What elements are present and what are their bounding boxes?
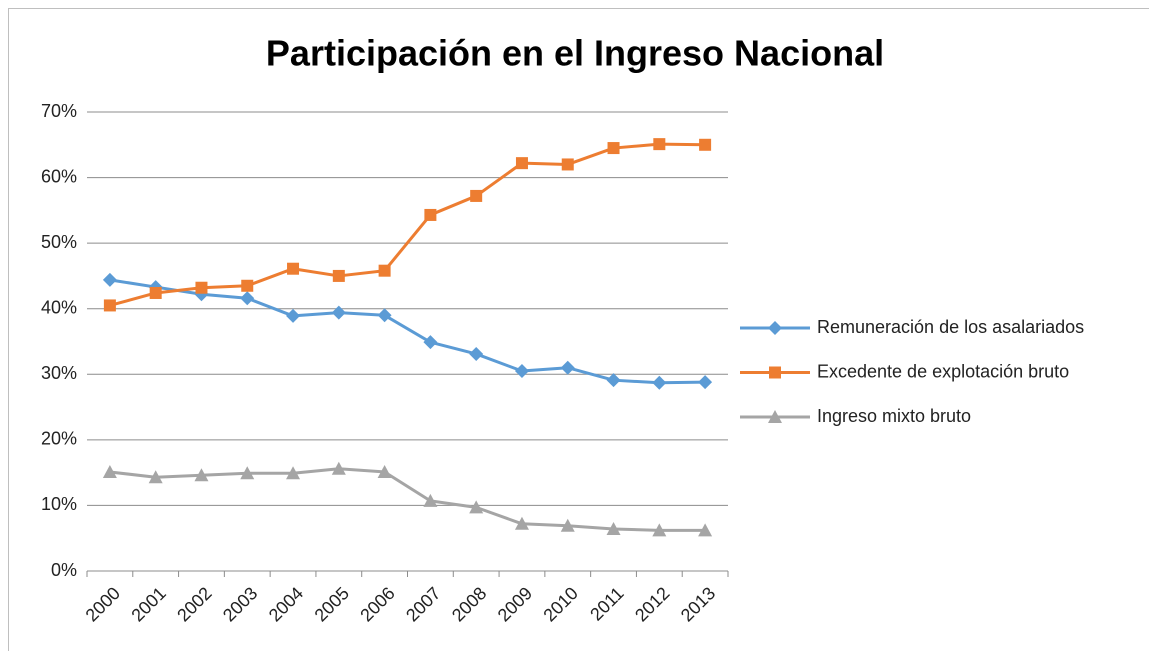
chart-title: Participación en el Ingreso Nacional [266,33,884,74]
legend-label: Remuneración de los asalariados [817,317,1084,337]
marker [606,373,621,388]
marker [560,518,575,532]
marker [514,516,529,530]
marker [652,523,667,537]
marker [103,299,116,312]
y-tick-label: 60% [41,166,77,186]
marker [195,281,208,294]
marker [515,157,528,170]
marker [607,142,620,155]
marker [470,189,483,202]
legend-label: Ingreso mixto bruto [817,406,971,426]
marker [514,364,529,379]
marker [194,468,209,482]
marker [423,493,438,507]
marker [102,464,117,478]
y-tick-label: 70% [41,101,77,121]
marker [332,269,345,282]
marker [286,308,301,323]
marker [378,264,391,277]
legend-marker [768,410,782,423]
series-line [109,142,706,307]
marker [423,335,438,350]
marker [102,272,117,287]
marker [149,286,162,299]
legend-marker [769,366,781,379]
marker [286,466,301,480]
marker [469,500,484,514]
marker [240,466,255,480]
marker [240,291,255,306]
marker [241,279,254,292]
y-tick-label: 20% [41,429,77,449]
marker [469,346,484,361]
marker [148,470,163,484]
marker [377,308,392,323]
marker [287,262,300,275]
series-line [109,278,706,385]
chart-border [8,8,1149,651]
y-tick-label: 40% [41,297,77,317]
series-line [109,467,706,532]
marker [606,522,621,536]
marker [699,138,712,151]
marker [698,375,713,390]
marker [561,158,574,171]
marker [652,375,667,390]
marker [377,464,392,478]
marker [331,461,346,475]
marker [331,305,346,320]
y-tick-label: 30% [41,363,77,383]
y-tick-label: 0% [51,560,77,580]
y-tick-label: 50% [41,232,77,252]
legend-marker [768,321,782,335]
marker [560,360,575,375]
marker [698,523,713,537]
marker [653,138,666,151]
y-tick-label: 10% [41,494,77,514]
legend-label: Excedente de explotación bruto [817,361,1069,381]
marker [424,208,437,221]
